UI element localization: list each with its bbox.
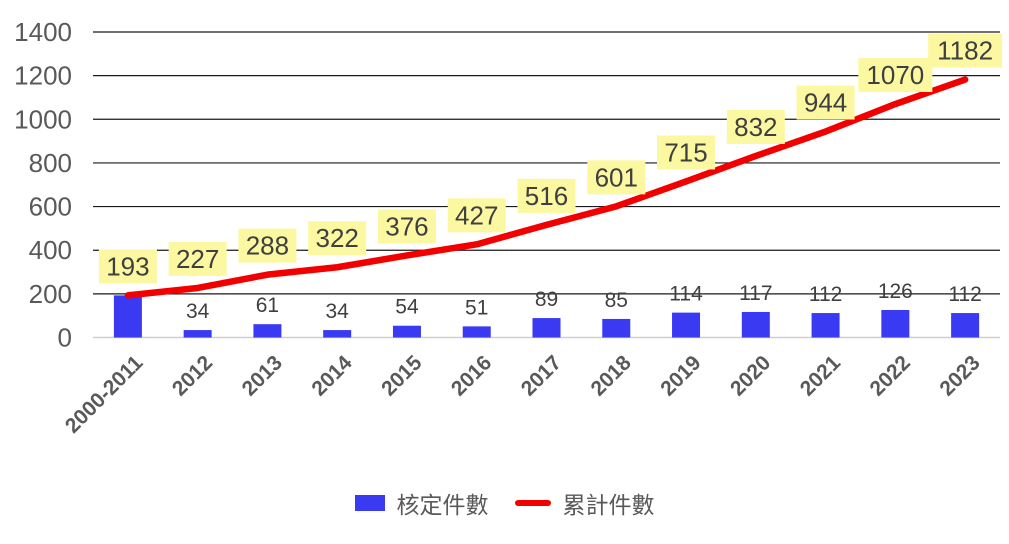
chart-canvas: 0 200 400 600 800 1000 1200 1400 34 61 34 54 51 89 85 1… xyxy=(14,17,1003,438)
line-point-label-bg xyxy=(308,221,367,256)
line-point-label: 427 xyxy=(455,200,498,230)
y-tick-label: 800 xyxy=(29,148,72,178)
bar xyxy=(602,318,631,338)
line-point-label-bg xyxy=(726,109,785,144)
line-point-label: 715 xyxy=(664,137,707,167)
bar xyxy=(462,326,491,338)
x-axis-label: 2021 xyxy=(796,351,846,401)
bar xyxy=(183,330,212,338)
line-point-label-bg xyxy=(587,160,646,195)
x-axis-label: 2017 xyxy=(517,351,566,400)
line-point-label: 516 xyxy=(525,181,568,211)
line-point-label-bg xyxy=(657,135,716,170)
line-point-label-bg xyxy=(168,241,227,276)
bar-value-label: 34 xyxy=(186,300,210,323)
line-point-label: 1182 xyxy=(937,36,993,66)
line-point-label: 832 xyxy=(734,112,777,142)
x-axis-label: 2023 xyxy=(935,351,984,400)
y-tick-label: 200 xyxy=(29,279,72,309)
bar-value-label: 34 xyxy=(326,300,350,323)
x-axis-label: 2022 xyxy=(866,351,915,400)
line-series-legend-label: 累計件數 xyxy=(562,492,655,518)
line-point-label-bg xyxy=(447,198,506,233)
bar xyxy=(672,312,701,338)
bar-series-swatch-icon xyxy=(354,495,385,511)
y-tick-label: 1000 xyxy=(14,104,72,134)
chart-legend: 核定件數 累計件數 xyxy=(0,486,1009,520)
x-axis-label: 2018 xyxy=(587,351,637,401)
x-axis-label: 2000-2011 xyxy=(61,351,148,438)
line-point-label-bg xyxy=(858,58,933,93)
x-axis-label: 2014 xyxy=(307,351,357,401)
line-series-swatch-icon xyxy=(514,500,551,506)
line-point-label-bg xyxy=(98,249,157,284)
bar-value-label: 51 xyxy=(465,296,488,319)
bar-value-label: 61 xyxy=(256,294,279,317)
line-point-label: 944 xyxy=(804,88,847,118)
bar xyxy=(323,330,352,338)
x-axis-label: 2020 xyxy=(726,351,775,400)
line-point-label: 376 xyxy=(385,211,428,241)
y-tick-label: 600 xyxy=(29,192,72,222)
bar-value-label: 114 xyxy=(669,283,703,306)
y-tick-label: 400 xyxy=(29,235,72,265)
line-point-label: 288 xyxy=(246,231,289,261)
line-point-label-bg xyxy=(928,33,1003,68)
bar xyxy=(113,295,142,338)
x-axis-label: 2019 xyxy=(656,351,705,400)
y-tick-label: 1400 xyxy=(14,17,72,47)
x-axis-label: 2015 xyxy=(377,351,427,401)
line-point-label: 1070 xyxy=(866,60,924,90)
line-point-label-bg xyxy=(796,85,855,120)
bar xyxy=(951,313,980,338)
bar-series-legend-label: 核定件數 xyxy=(396,492,489,518)
line-point-label: 193 xyxy=(106,251,149,281)
bar xyxy=(881,310,910,338)
y-tick-label: 1200 xyxy=(14,61,72,91)
line-point-label: 601 xyxy=(595,162,638,192)
x-axis-label: 2016 xyxy=(447,351,496,400)
x-axis-label: 2013 xyxy=(238,351,287,400)
bar-value-label: 126 xyxy=(878,280,913,303)
chart-area: 0 200 400 600 800 1000 1200 1400 34 61 34 54 51 89 85 1… xyxy=(14,17,1003,438)
bar xyxy=(392,325,421,338)
line-series xyxy=(124,76,969,299)
y-tick-label: 0 xyxy=(58,323,72,353)
bar xyxy=(811,313,840,338)
bar-value-label: 89 xyxy=(535,288,558,311)
bar-value-label: 85 xyxy=(605,289,628,312)
bar xyxy=(532,318,561,338)
line-point-label-bg xyxy=(517,178,576,213)
bar-value-label: 117 xyxy=(739,282,772,305)
bar xyxy=(741,311,770,338)
line-point-label-bg xyxy=(238,228,297,263)
bar-value-label: 112 xyxy=(809,283,842,306)
bar-value-label: 112 xyxy=(948,283,981,306)
x-axis-label: 2012 xyxy=(168,351,217,400)
line-point-label: 322 xyxy=(315,223,358,253)
line-point-label-bg xyxy=(377,209,436,244)
line-point-label: 227 xyxy=(176,244,219,274)
bar xyxy=(253,324,282,338)
bar-value-label: 54 xyxy=(395,296,419,319)
